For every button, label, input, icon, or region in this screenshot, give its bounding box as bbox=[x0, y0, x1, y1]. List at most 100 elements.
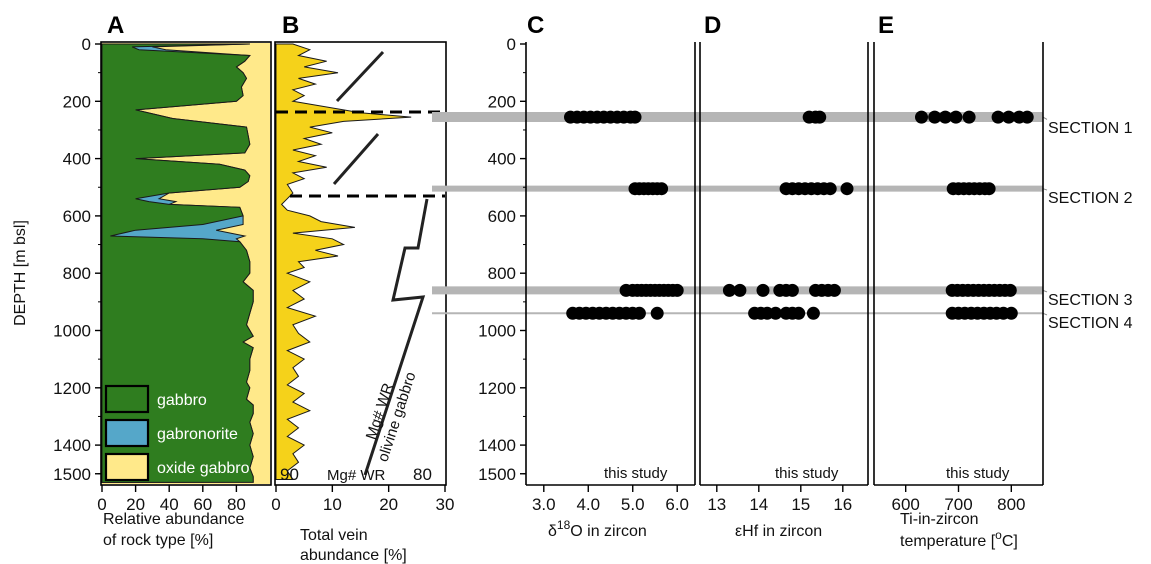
x-tick-label: 600 bbox=[892, 495, 920, 514]
panel-a-x-axis: 0 20 40 60 80 bbox=[97, 485, 246, 514]
legend-swatch-gabbronorite bbox=[104, 418, 150, 448]
depth-axis-label: DEPTH [m bsl] bbox=[12, 220, 29, 326]
section-label: SECTION 3 bbox=[1048, 292, 1133, 309]
depth-tick-label-c: 400 bbox=[488, 150, 516, 169]
panel-a-frame bbox=[100, 41, 272, 486]
depth-tick-label-c: 1200 bbox=[478, 379, 516, 398]
data-point bbox=[1003, 283, 1017, 297]
data-point bbox=[823, 182, 837, 196]
depth-tick-label-c: 600 bbox=[488, 207, 516, 226]
mg-scale-right: 80 bbox=[413, 465, 432, 484]
depth-tick-label-a: 0 bbox=[82, 35, 91, 54]
depth-tick-label-c: 1500 bbox=[478, 465, 516, 484]
x-tick-label: 4.0 bbox=[576, 495, 600, 514]
panel-e-letter: E bbox=[878, 12, 894, 39]
data-point bbox=[655, 182, 669, 196]
data-point bbox=[991, 110, 1005, 124]
panel-c: C 0 200 400 600 800 1000 1200 1400 1500 3.0 4.0 5.… bbox=[478, 12, 696, 540]
depth-tick-label-a: 1200 bbox=[53, 379, 91, 398]
section-label: SECTION 4 bbox=[1048, 315, 1133, 332]
x-tick-label: 80 bbox=[227, 495, 246, 514]
data-point bbox=[813, 110, 827, 124]
panel-d-note: this study bbox=[775, 465, 839, 482]
x-tick-label: 30 bbox=[436, 495, 455, 514]
panel-b-x-axis: 0 10 20 30 bbox=[271, 485, 454, 514]
panel-b-vein-area bbox=[275, 43, 412, 481]
zircon-data-points bbox=[564, 110, 1034, 320]
panel-d-letter: D bbox=[704, 12, 721, 39]
depth-axis: 0 200 400 600 800 1000 1200 1400 1500 bbox=[53, 35, 101, 484]
data-point bbox=[949, 110, 963, 124]
vein-area bbox=[275, 43, 412, 481]
panel-a-xlabel-line1: Relative abundance bbox=[103, 511, 245, 528]
data-point bbox=[756, 283, 770, 297]
data-point bbox=[1002, 110, 1016, 124]
panel-b-frame bbox=[274, 41, 447, 486]
data-point bbox=[806, 306, 820, 320]
x-tick-label: 3.0 bbox=[532, 495, 556, 514]
x-tick-label: 0 bbox=[271, 495, 280, 514]
data-point bbox=[962, 110, 976, 124]
panel-e-xlabel-line2: temperature [oC] bbox=[900, 528, 1018, 550]
depth-tick-label-a: 400 bbox=[63, 150, 91, 169]
panel-e-xlabel-line1: Ti-in-zircon bbox=[900, 511, 979, 528]
section-label: SECTION 2 bbox=[1048, 190, 1133, 207]
data-point bbox=[785, 283, 799, 297]
x-tick-label: 20 bbox=[379, 495, 398, 514]
x-tick-label: 15 bbox=[791, 495, 810, 514]
panel-e-note: this study bbox=[946, 465, 1010, 482]
x-tick-label: 60 bbox=[193, 495, 212, 514]
data-point bbox=[632, 306, 646, 320]
x-tick-label: 13 bbox=[707, 495, 726, 514]
x-tick-label: 14 bbox=[749, 495, 768, 514]
panel-e-x-axis: 600 700 800 bbox=[892, 485, 1026, 514]
depth-tick-label-a: 800 bbox=[63, 264, 91, 283]
x-tick-label: 800 bbox=[997, 495, 1025, 514]
x-tick-label: 5.0 bbox=[621, 495, 645, 514]
panel-d: D 13 14 15 16 this study εHf in zircon bbox=[699, 12, 869, 540]
depth-tick-label-c: 1400 bbox=[478, 436, 516, 455]
data-point bbox=[769, 306, 783, 320]
panel-c-x-axis: 3.0 4.0 5.0 6.0 bbox=[532, 485, 689, 514]
panel-b-letter: B bbox=[282, 12, 299, 39]
panel-d-x-axis: 13 14 15 16 bbox=[707, 485, 852, 514]
data-point bbox=[733, 283, 747, 297]
data-point bbox=[827, 283, 841, 297]
legend-swatch-oxide-gabbro bbox=[104, 452, 150, 482]
depth-tick-label-c: 800 bbox=[488, 264, 516, 283]
data-point bbox=[670, 283, 684, 297]
mg-scale-left: 90 bbox=[280, 465, 299, 484]
panel-b: B 0 10 20 30 90 Mg# WR 80 Mg# WR olivine ga… bbox=[271, 12, 454, 564]
x-tick-label: 10 bbox=[323, 495, 342, 514]
mg-trend-2 bbox=[332, 133, 380, 185]
panel-c-xlabel: δ18O in zircon bbox=[548, 518, 647, 540]
legend: gabbro gabronorite oxide gabbro bbox=[104, 384, 250, 482]
panel-e: E 600 700 800 this study Ti-in-zircon temp… bbox=[873, 12, 1044, 550]
x-tick-label: 6.0 bbox=[665, 495, 689, 514]
depth-tick-label-c: 1000 bbox=[478, 322, 516, 341]
data-point bbox=[938, 110, 952, 124]
data-point bbox=[915, 110, 928, 124]
data-point bbox=[928, 110, 942, 124]
panel-d-xlabel: εHf in zircon bbox=[735, 523, 822, 540]
mg-trend-3 bbox=[363, 198, 429, 476]
panel-c-letter: C bbox=[527, 12, 544, 39]
depth-tick-label-a: 1400 bbox=[53, 436, 91, 455]
x-tick-label: 16 bbox=[833, 495, 852, 514]
panel-a-letter: A bbox=[107, 12, 124, 39]
mg-scale-label: Mg# WR bbox=[327, 467, 386, 484]
data-point bbox=[840, 182, 854, 196]
panel-b-xlabel-line1: Total vein bbox=[300, 527, 368, 544]
depth-tick-label-c: 0 bbox=[507, 35, 516, 54]
depth-tick-label-a: 1000 bbox=[53, 322, 91, 341]
depth-tick-label-a: 600 bbox=[63, 207, 91, 226]
panel-a-areas bbox=[101, 43, 270, 484]
legend-swatch-gabbro bbox=[104, 384, 150, 414]
x-tick-label: 700 bbox=[944, 495, 972, 514]
depth-tick-label-a: 200 bbox=[63, 92, 91, 111]
section-labels: SECTION 1 SECTION 2 SECTION 3 SECTION 4 bbox=[1048, 120, 1133, 332]
data-point bbox=[1004, 306, 1018, 320]
legend-label-oxide-gabbro: oxide gabbro bbox=[157, 460, 250, 477]
